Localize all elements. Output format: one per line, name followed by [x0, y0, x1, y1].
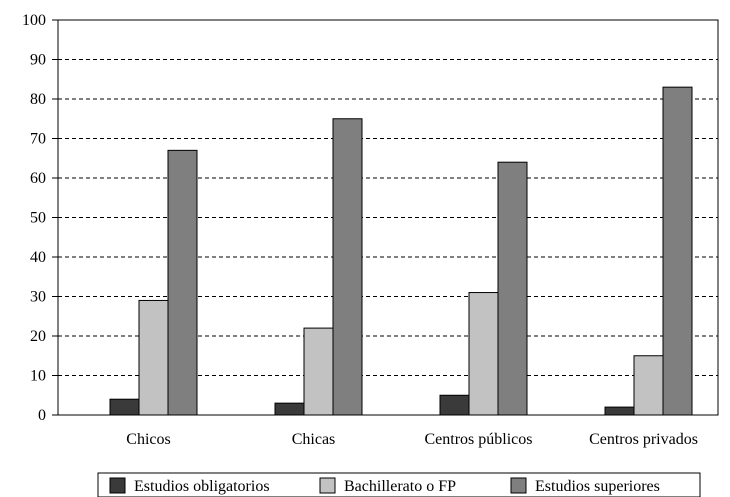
bar	[167, 149, 198, 416]
bar	[497, 161, 528, 416]
plot-frame	[57, 19, 719, 416]
legend-label: Bachillerato o FP	[344, 478, 456, 495]
x-tick-label: Chicos	[126, 431, 170, 448]
y-tick-label: 0	[38, 407, 46, 424]
legend-box	[97, 472, 701, 497]
legend-swatch	[319, 477, 336, 494]
bar	[633, 355, 664, 416]
x-tick-label: Centros públicos	[425, 431, 533, 448]
y-tick-label: 50	[30, 210, 46, 227]
y-tick-label: 80	[30, 91, 46, 108]
y-tick-label: 20	[30, 328, 46, 345]
bar	[332, 118, 363, 416]
y-tick-labels: 0 10 20 30 40 50 60 70 80 90 100	[22, 12, 46, 424]
x-tick-label: Centros privados	[589, 431, 698, 448]
bar	[274, 402, 305, 416]
y-tick-label: 90	[30, 52, 46, 69]
y-tick-label: 40	[30, 249, 46, 266]
legend-label: Estudios superiores	[535, 478, 660, 495]
legend: Estudios obligatorios Bachillerato o FP Es…	[97, 472, 701, 497]
y-tick-label: 70	[30, 131, 46, 148]
category-labels: Chicos Chicas Centros públicos Centros priv…	[126, 431, 698, 448]
y-tick-label: 60	[30, 170, 46, 187]
y-tick-label: 100	[22, 12, 46, 29]
bar	[468, 292, 499, 416]
bar	[662, 86, 693, 416]
legend-swatch	[510, 477, 527, 494]
axes	[52, 19, 719, 416]
legend-label: Estudios obligatorios	[134, 478, 270, 495]
y-tick-label: 10	[30, 368, 46, 385]
x-tick-label: Chicas	[292, 431, 336, 448]
grid-lines	[58, 59, 718, 376]
bar	[439, 394, 470, 416]
bars	[109, 86, 693, 416]
bar	[604, 406, 635, 416]
bar	[138, 299, 169, 416]
legend-swatch	[109, 477, 126, 494]
bar	[303, 327, 334, 416]
bar	[109, 398, 140, 416]
y-tick-label: 30	[30, 289, 46, 306]
